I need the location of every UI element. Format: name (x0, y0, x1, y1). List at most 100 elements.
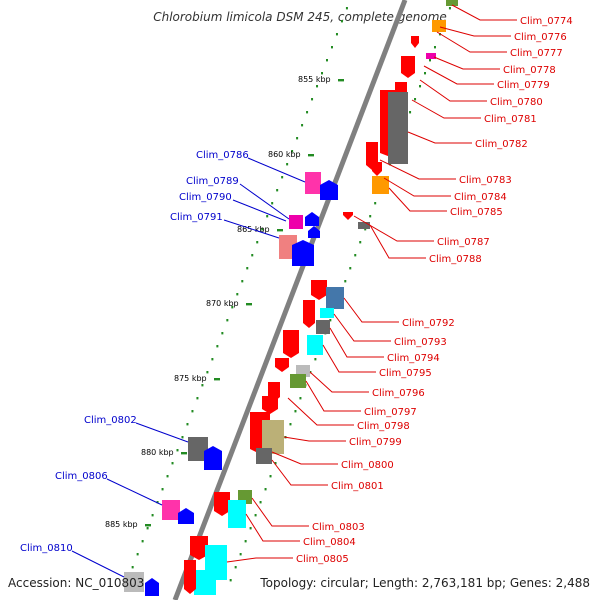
leader-line (226, 557, 293, 563)
tick-dot (229, 579, 232, 582)
leader-line (353, 215, 434, 242)
gene-label-forward: Clim_0810 (20, 543, 73, 554)
tick-dot (314, 358, 317, 361)
tick-dot (206, 371, 209, 374)
tick-dot (306, 111, 309, 114)
leader-line (106, 478, 163, 506)
leader-line (333, 313, 391, 342)
gene-label-reverse: Clim_0779 (497, 80, 550, 91)
leader-line (135, 422, 189, 443)
leader-line (451, 4, 517, 21)
gene-box (289, 215, 303, 229)
gene-arrow (303, 300, 315, 328)
tick-dot (251, 254, 254, 257)
gene-box (124, 572, 144, 592)
gene-arrow (305, 212, 319, 226)
gene-label-reverse: Clim_0788 (429, 254, 482, 265)
gene-label-reverse: Clim_0796 (372, 388, 425, 399)
tick-dot (321, 72, 324, 75)
gene-label-reverse: Clim_0776 (514, 32, 567, 43)
tick-dot (296, 137, 299, 140)
tick-dot (196, 397, 199, 400)
tick-dot (259, 501, 262, 504)
tick-dot (311, 98, 314, 101)
gene-arrow (320, 180, 338, 200)
tick-dot (340, 20, 343, 23)
tick-dot (349, 267, 352, 270)
gene-arrow (184, 560, 196, 594)
gene-label-reverse: Clim_0782 (475, 139, 528, 150)
tick-dot (171, 462, 174, 465)
tick-dot (286, 163, 289, 166)
gene-label-reverse: Clim_0780 (490, 97, 543, 108)
gene-arrow (372, 162, 382, 176)
leader-line (436, 31, 507, 53)
gene-label-reverse: Clim_0804 (303, 537, 356, 548)
gene-label-reverse: Clim_0777 (510, 48, 563, 59)
leader-line (271, 451, 338, 465)
tick-dot (201, 384, 204, 387)
gene-label-reverse: Clim_0793 (394, 337, 447, 348)
gene-box (290, 374, 306, 388)
leader-line (343, 297, 399, 323)
leader-line (71, 550, 125, 578)
leader-line (251, 497, 309, 527)
tick-dot (241, 280, 244, 283)
kbp-label: 860 kbp (268, 150, 301, 159)
gene-arrow (190, 536, 208, 560)
gene-box (358, 222, 370, 229)
gene-label-reverse: Clim_0781 (484, 114, 537, 125)
gene-box (307, 335, 323, 355)
map-title: Chlorobium limicola DSM 245, complete ge… (153, 10, 447, 24)
tick-dot (374, 202, 377, 205)
leader-line (239, 183, 290, 220)
tick-dot (244, 540, 247, 543)
leader-line (247, 157, 306, 183)
gene-label-reverse: Clim_0797 (364, 407, 417, 418)
gene-arrow (343, 212, 353, 220)
kbp-label: 870 kbp (206, 299, 239, 308)
gene-label-reverse: Clim_0803 (312, 522, 365, 533)
tick-dot (429, 59, 431, 62)
gene-arrow (283, 330, 299, 358)
leader-line (329, 327, 384, 358)
tick-dot (146, 527, 149, 530)
tick-dot (433, 46, 436, 49)
tick-dot (161, 488, 164, 491)
gene-box (188, 437, 208, 461)
tick-dot (299, 397, 302, 400)
tick-dot (191, 410, 194, 413)
gene-label-forward: Clim_0789 (186, 176, 239, 187)
tick-dot (364, 228, 367, 231)
tick-dot (289, 423, 292, 426)
tick-dot (326, 59, 328, 62)
tick-dot (448, 7, 451, 10)
gene-label-reverse: Clim_0787 (437, 237, 490, 248)
accession-text: Accession: NC_010803 (8, 576, 145, 590)
tick-dot (136, 553, 139, 556)
tick-dot (211, 358, 214, 361)
gene-box (316, 320, 330, 334)
gene-box (372, 176, 389, 194)
leader-line (232, 199, 287, 222)
kbp-label: 885 kbp (105, 520, 138, 529)
leader-line (369, 224, 426, 259)
leader-line (407, 131, 472, 144)
leader-line (322, 344, 376, 373)
gene-label-reverse: Clim_0801 (331, 481, 384, 492)
kbp-tick (308, 154, 314, 157)
tick-dot (231, 306, 234, 309)
tick-dot (186, 423, 189, 426)
kbp-tick (145, 524, 151, 527)
kbp-label: 880 kbp (141, 448, 174, 457)
leader-line (283, 436, 346, 442)
gene-arrow (292, 240, 314, 266)
tick-dot (330, 46, 333, 49)
gene-label-reverse: Clim_0795 (379, 368, 432, 379)
tick-dot (389, 163, 392, 166)
gene-box (262, 420, 284, 454)
tick-dot (266, 215, 269, 218)
tick-dot (151, 514, 154, 517)
leader-line (383, 177, 451, 197)
leader-line (245, 513, 300, 542)
